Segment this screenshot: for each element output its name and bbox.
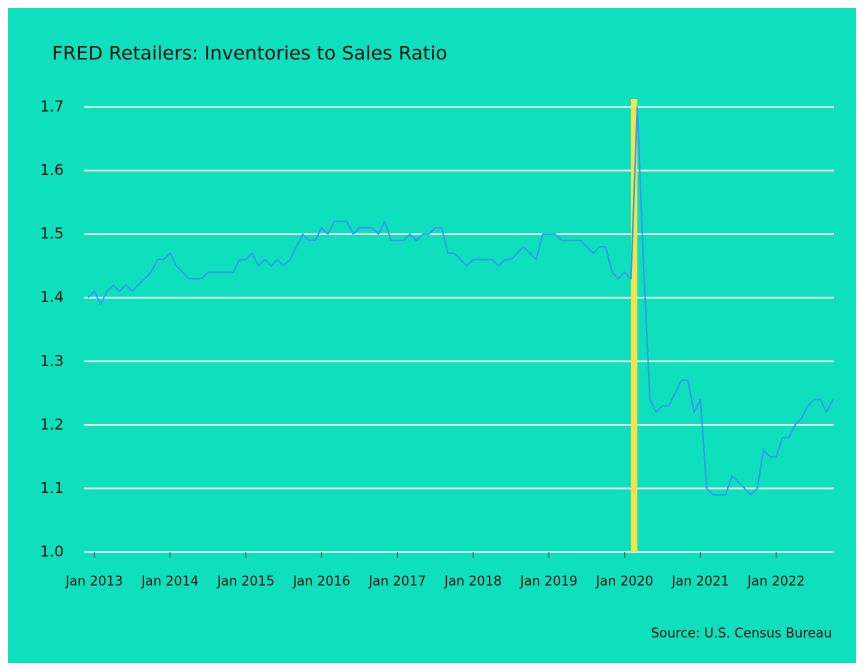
y-tick-label: 1.7: [40, 98, 64, 116]
y-tick-label: 1.6: [40, 161, 64, 179]
chart-background: [8, 8, 856, 663]
x-tick-label: Jan 2021: [671, 575, 729, 590]
x-tick-label: Jan 2022: [747, 575, 805, 590]
data-line: [87, 106, 834, 496]
x-tick-label: Jan 2017: [368, 575, 426, 590]
y-tick-label: 1.1: [40, 479, 64, 497]
y-tick-label: 1.0: [40, 543, 64, 561]
y-tick-label: 1.4: [40, 288, 64, 306]
y-tick-label: 1.2: [40, 415, 64, 433]
y-tick-label: 1.5: [40, 225, 64, 243]
x-tick-label: Jan 2014: [140, 575, 198, 590]
y-tick-label: 1.3: [40, 352, 64, 370]
source-note: Source: U.S. Census Bureau: [651, 627, 832, 642]
x-tick-label: Jan 2013: [65, 575, 123, 590]
highlight-band: [630, 99, 638, 552]
chart-title: FRED Retailers: Inventories to Sales Rat…: [52, 43, 447, 65]
x-tick-label: Jan 2019: [519, 575, 577, 590]
x-tick-label: Jan 2015: [216, 575, 274, 590]
x-tick-label: Jan 2018: [443, 575, 501, 590]
x-tick-label: Jan 2020: [595, 575, 653, 590]
x-tick-label: Jan 2016: [292, 575, 350, 590]
